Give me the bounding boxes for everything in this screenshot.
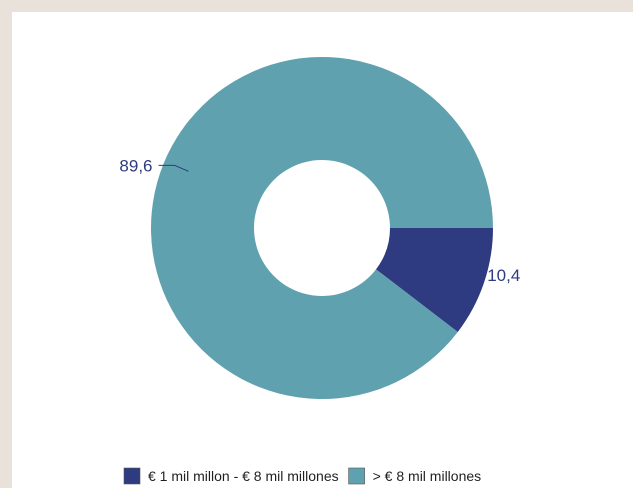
legend-label-8-mil-millones: > € 8 mil millones	[373, 468, 482, 484]
data-label-1-mil-millon-8-mil-millones: 10,4	[487, 266, 520, 285]
leader-line-8-mil-millones	[174, 164, 189, 172]
leader-line-1-mil-millon-8-mil-millones	[457, 271, 466, 276]
legend-swatch-1-mil-millon-8-mil-millones	[123, 467, 141, 485]
slice-8-mil-millones	[150, 57, 493, 400]
data-label-8-mil-millones: 89,6	[119, 156, 152, 175]
legend-label-1-mil-millon-8-mil-millones: € 1 mil millon - € 8 mil millones	[148, 468, 339, 484]
slice-1-mil-millon-8-mil-millones	[375, 228, 493, 332]
legend-swatch-8-mil-millones	[348, 467, 365, 485]
